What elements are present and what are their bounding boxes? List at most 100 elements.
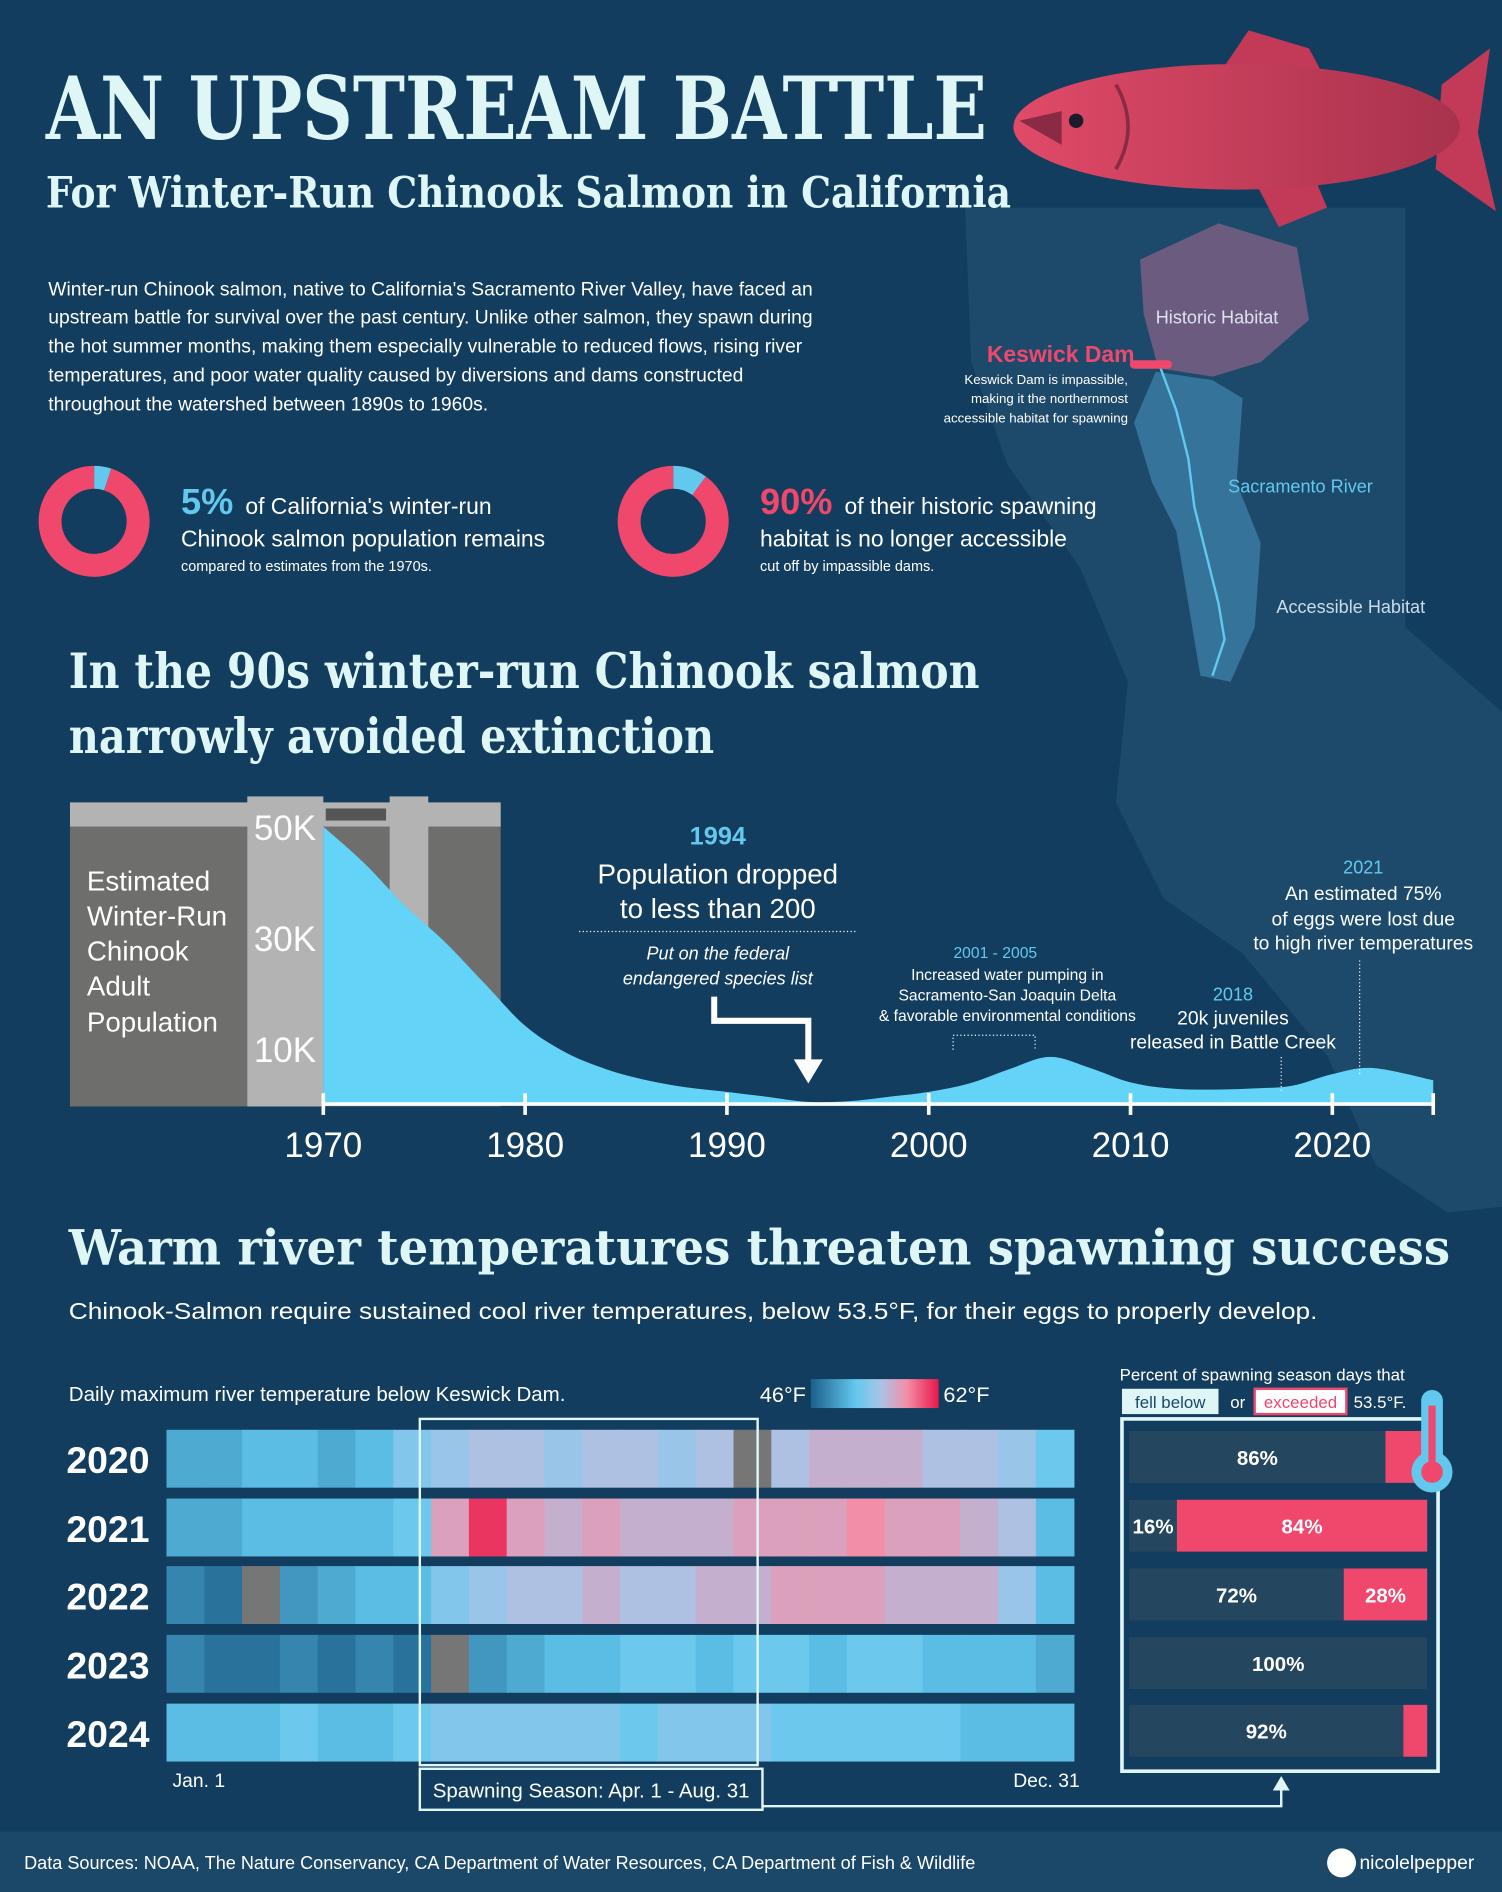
temperature-cell — [771, 1566, 810, 1625]
github-icon — [1327, 1848, 1357, 1878]
temperature-cell — [582, 1429, 621, 1488]
temperature-cell — [884, 1566, 924, 1625]
temperature-cell — [771, 1634, 810, 1693]
temperature-cell — [809, 1498, 848, 1557]
temperature-cell — [960, 1634, 999, 1693]
temperature-cell — [1035, 1634, 1075, 1693]
footer-author: nicolelpepper — [1359, 1853, 1474, 1874]
temperature-cell — [166, 1634, 206, 1693]
legend-box — [1121, 1388, 1219, 1415]
bar-segment — [1129, 1637, 1428, 1690]
temperature-cell — [960, 1703, 999, 1762]
annotation-text: Sacramento-San Joaquin Delta — [898, 987, 1116, 1004]
temperature-cell — [242, 1498, 281, 1557]
temperature-cell — [657, 1634, 697, 1693]
temperature-cell — [393, 1429, 432, 1488]
intro-line: throughout the watershed between 1890s t… — [48, 394, 488, 415]
temperature-cell — [393, 1498, 432, 1557]
map-label: Accessible Habitat — [1276, 597, 1425, 617]
section-heading: narrowly avoided extinction — [69, 709, 714, 765]
bar-label: 86% — [1237, 1447, 1278, 1470]
temperature-cell — [620, 1498, 659, 1557]
temperature-cell — [204, 1498, 243, 1557]
temperature-cell — [657, 1429, 697, 1488]
connector-arrow — [762, 1788, 1283, 1808]
annotation-note: Put on the federal — [646, 943, 790, 963]
legend-text: 53.5°F. — [1354, 1393, 1407, 1412]
x-tick-label: 2020 — [1293, 1126, 1371, 1165]
temperature-cell — [431, 1703, 470, 1762]
temperature-cell — [166, 1566, 206, 1625]
temperature-cell — [166, 1429, 206, 1488]
temperature-cell — [809, 1634, 848, 1693]
temperature-cell — [506, 1498, 546, 1557]
map-label: Historic Habitat — [1156, 307, 1279, 327]
temperature-cell — [279, 1429, 319, 1488]
temperature-heatmap: 2020 2021 2022 2023 2024 46°F 62°F — [66, 1382, 1075, 1762]
x-axis-label: Dec. 31 — [1013, 1771, 1080, 1792]
temperature-cell — [431, 1566, 470, 1625]
annotation-text: to less than 200 — [620, 893, 816, 924]
temperature-cell — [657, 1566, 697, 1625]
year-label: 2023 — [66, 1644, 149, 1686]
temperature-cell — [468, 1566, 508, 1625]
temperature-cell — [922, 1566, 962, 1625]
temperature-cell — [998, 1566, 1037, 1625]
temperature-cell — [998, 1498, 1037, 1557]
temperature-cell — [809, 1429, 848, 1488]
temperature-cell — [1035, 1566, 1075, 1625]
y-tick-label: 10K — [254, 1031, 316, 1070]
salmon-illustration — [1013, 30, 1496, 227]
annotation-text: Population dropped — [598, 858, 839, 889]
annotation-text: Increased water pumping in — [911, 967, 1104, 984]
temperature-cell — [317, 1566, 357, 1625]
bar-segment — [1343, 1568, 1428, 1621]
intro-line: temperatures, and poor water quality cau… — [48, 365, 743, 386]
map-note: accessible habitat for spawning — [944, 410, 1128, 425]
annotation-year: 2018 — [1213, 984, 1253, 1004]
temperature-cell — [771, 1429, 810, 1488]
population-area — [323, 826, 1434, 1105]
temperature-cell — [468, 1498, 508, 1557]
annotation-bracket — [952, 1034, 1036, 1050]
bar-label: 16% — [1133, 1516, 1174, 1539]
annotation-year: 2001 - 2005 — [953, 945, 1037, 962]
annotation-year: 1994 — [690, 823, 746, 851]
river-line — [1159, 367, 1226, 677]
temperature-cell — [998, 1634, 1037, 1693]
temperature-cell — [355, 1703, 395, 1762]
heatmap-title: Daily maximum river temperature below Ke… — [69, 1383, 566, 1406]
temperature-cell — [846, 1566, 886, 1625]
temperature-cell — [544, 1703, 584, 1762]
temperature-cell — [317, 1634, 357, 1693]
temperature-cell — [620, 1703, 659, 1762]
x-tick-label: 2000 — [890, 1126, 968, 1165]
temperature-cell — [544, 1634, 584, 1693]
temperature-cell — [355, 1634, 395, 1693]
temperature-cell — [809, 1566, 848, 1625]
accessible-habitat-area — [1134, 371, 1261, 682]
california-map — [965, 207, 1502, 1213]
thermometer-icon — [1411, 1389, 1453, 1493]
temperature-cell — [204, 1703, 243, 1762]
temperature-cell — [393, 1703, 432, 1762]
temperature-cell — [431, 1429, 470, 1488]
donut-slice — [673, 465, 706, 495]
year-label: 2020 — [66, 1439, 149, 1481]
historic-habitat-area — [1140, 223, 1309, 377]
temperature-cell — [242, 1429, 281, 1488]
stacked-bars: 86% 16% 84% 72% 28% 100% 92% — [1129, 1430, 1428, 1757]
temperature-cell — [317, 1498, 357, 1557]
bar-segment — [1176, 1499, 1428, 1552]
donut-slice — [94, 465, 112, 491]
map-label: Keswick Dam — [987, 341, 1135, 367]
stat-text: Chinook salmon population remains — [181, 526, 545, 552]
bar-label: 28% — [1365, 1584, 1406, 1607]
temperature-cell — [695, 1634, 735, 1693]
annotation-text: 20k juveniles — [1177, 1008, 1289, 1029]
dam-illustration — [69, 796, 501, 1107]
x-axis-label: Jan. 1 — [173, 1771, 226, 1792]
bar-segment — [1403, 1704, 1428, 1757]
temperature-cell — [771, 1703, 810, 1762]
stat-value: 5% — [181, 481, 233, 522]
